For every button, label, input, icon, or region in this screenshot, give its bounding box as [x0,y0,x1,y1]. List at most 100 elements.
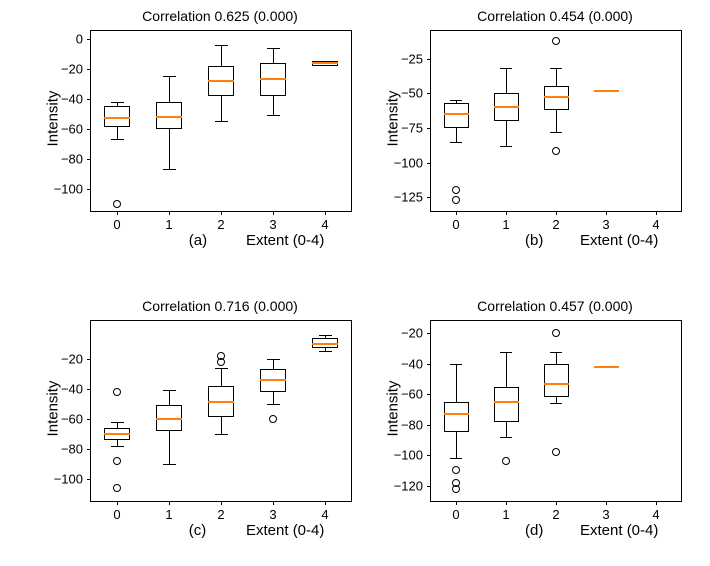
boxplot-outlier [502,457,510,465]
boxplot-cap-upper [163,76,176,77]
boxplot-outlier [552,329,560,337]
boxplot-cap-lower [500,437,513,438]
y-tick-label: −40 [401,356,423,371]
boxplot-cap-lower [267,115,280,116]
y-tick [427,394,431,395]
x-tick-label: 1 [502,217,509,232]
boxplot-median [156,418,182,420]
y-tick [87,159,91,160]
x-axis-label: Extent (0-4) [580,522,658,539]
boxplot-cap-upper [450,100,463,101]
boxplot-cap-upper [550,352,563,353]
boxplot-whisker-lower [456,432,457,458]
boxplot-outlier [552,448,560,456]
boxplot-outlier [452,196,460,204]
y-tick-label: −60 [61,121,83,136]
boxplot-median [594,366,619,368]
boxplot-cap-lower [111,446,124,447]
boxplot-box [494,387,519,422]
y-tick [87,419,91,420]
boxplot-cap-upper [163,390,176,391]
boxplot-whisker-upper [273,359,274,370]
boxplot-median [544,96,569,98]
y-tick-label: −100 [394,155,423,170]
x-axis-label: Extent (0-4) [246,232,324,249]
boxplot-whisker-lower [506,422,507,437]
boxplot-cap-upper [319,335,332,336]
x-tick [556,501,557,505]
y-tick [87,189,91,190]
subplot-c: Correlation 0.716 (0.000)−20−40−60−80−10… [90,320,350,500]
x-tick-label: 3 [269,507,276,522]
x-tick [506,211,507,215]
boxplot-cap-lower [500,146,513,147]
boxplot-cap-lower [267,404,280,405]
y-tick-label: −20 [401,326,423,341]
panel-sublabel: (d) [525,522,543,539]
boxplot-median [544,383,569,385]
plot-area: −25−50−75−100−12501234 [430,30,682,212]
x-tick-label: 2 [217,217,224,232]
boxplot-outlier [113,388,121,396]
subplot-d: Correlation 0.457 (0.000)−20−40−60−80−10… [430,320,680,500]
panel-title: Correlation 0.716 (0.000) [90,298,350,314]
x-tick-label: 3 [602,217,609,232]
boxplot-cap-upper [111,102,124,103]
plot-area: −20−40−60−80−100−12001234 [430,320,682,502]
x-tick [221,501,222,505]
x-axis-label: Extent (0-4) [246,522,324,539]
boxplot-cap-lower [163,169,176,170]
boxplot-cap-upper [450,364,463,365]
boxplot-median [312,343,338,345]
subplot-a: Correlation 0.625 (0.000)0−20−40−60−80−1… [90,30,350,210]
x-tick-label: 0 [113,217,120,232]
boxplot-cap-lower [215,434,228,435]
x-tick-label: 1 [165,217,172,232]
y-tick [87,479,91,480]
x-tick [606,211,607,215]
boxplot-whisker-upper [556,68,557,86]
y-tick-label: −120 [394,478,423,493]
y-tick-label: −80 [61,441,83,456]
x-tick-label: 3 [602,507,609,522]
boxplot-cap-upper [267,359,280,360]
boxplot-whisker-upper [456,364,457,402]
boxplot-box [444,402,469,433]
boxplot-median [208,80,234,82]
x-tick-label: 0 [113,507,120,522]
boxplot-outlier [269,415,277,423]
boxplot-whisker-lower [169,431,170,464]
boxplot-outlier [452,466,460,474]
x-tick-label: 1 [165,507,172,522]
boxplot-whisker-lower [117,127,118,139]
boxplot-cap-lower [550,132,563,133]
y-tick [87,69,91,70]
boxplot-outlier [452,186,460,194]
x-tick [606,501,607,505]
boxplot-outlier [113,200,121,208]
x-tick-label: 0 [452,507,459,522]
x-tick-label: 1 [502,507,509,522]
boxplot-median [312,62,338,64]
y-tick-label: −40 [61,381,83,396]
y-tick-label: −100 [54,471,83,486]
boxplot-cap-upper [215,45,228,46]
boxplot-cap-upper [550,68,563,69]
x-tick-label: 4 [652,217,659,232]
y-tick-label: −100 [54,181,83,196]
y-tick-label: −50 [401,86,423,101]
figure: Correlation 0.625 (0.000)0−20−40−60−80−1… [0,0,710,566]
y-tick-label: −20 [61,351,83,366]
x-tick [556,211,557,215]
x-tick [273,501,274,505]
x-tick [169,501,170,505]
boxplot-whisker-upper [221,45,222,66]
y-tick [87,359,91,360]
y-tick [87,129,91,130]
boxplot-whisker-lower [221,96,222,122]
boxplot-outlier [452,485,460,493]
boxplot-median [156,116,182,118]
y-axis-label: Intensity [44,91,61,147]
y-axis-label: Intensity [384,381,401,437]
y-tick [87,99,91,100]
